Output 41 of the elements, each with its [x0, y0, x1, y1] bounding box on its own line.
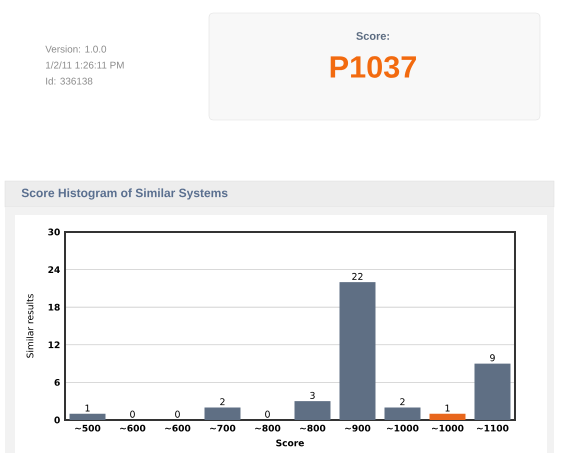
- chart-title: Score Histogram of Similar Systems: [22, 188, 228, 200]
- y-tick-label: 12: [48, 341, 60, 348]
- y-tick-label: 24: [48, 266, 60, 273]
- bar: [294, 401, 330, 420]
- x-tick-label: ~700: [210, 424, 236, 432]
- data-label: 2: [220, 398, 225, 406]
- bar: [204, 407, 240, 420]
- text: P1037: [330, 56, 416, 78]
- bar: [70, 414, 106, 420]
- data-label: 22: [352, 272, 362, 280]
- text: 1/2/11 1:26:11 PM: [46, 61, 124, 69]
- data-label: 2: [400, 398, 405, 406]
- y-tick-label: 0: [54, 416, 60, 424]
- x-tick-label: ~900: [345, 424, 370, 432]
- data-label: 3: [310, 392, 315, 399]
- x-axis-title: Score: [276, 439, 304, 446]
- x-tick-label: ~1000: [432, 424, 464, 432]
- x-tick-label: ~600: [165, 424, 190, 432]
- x-tick-label: ~600: [120, 424, 146, 432]
- text: Id: 336138: [46, 77, 92, 85]
- x-tick-label: ~500: [75, 424, 100, 432]
- text: Version: 1.0.0: [45, 45, 106, 53]
- y-tick-label: 18: [48, 304, 60, 311]
- text: Score:: [356, 32, 389, 40]
- bar: [429, 414, 466, 420]
- x-tick-label: ~800: [300, 424, 326, 432]
- data-label: 0: [265, 410, 270, 418]
- bar: [384, 407, 420, 420]
- data-label: 1: [446, 404, 450, 412]
- bar: [474, 364, 510, 420]
- data-label: 0: [175, 410, 180, 418]
- x-tick-label: ~800: [255, 424, 280, 432]
- y-tick-label: 30: [48, 228, 60, 236]
- data-label: 0: [130, 410, 135, 418]
- x-tick-label: ~1100: [477, 424, 508, 432]
- y-axis-title: Similar results: [26, 294, 34, 358]
- data-label: 1: [86, 404, 90, 412]
- data-label: 9: [490, 354, 495, 362]
- x-tick-label: ~1000: [387, 424, 418, 432]
- bar: [339, 282, 376, 420]
- y-tick-label: 6: [54, 378, 60, 386]
